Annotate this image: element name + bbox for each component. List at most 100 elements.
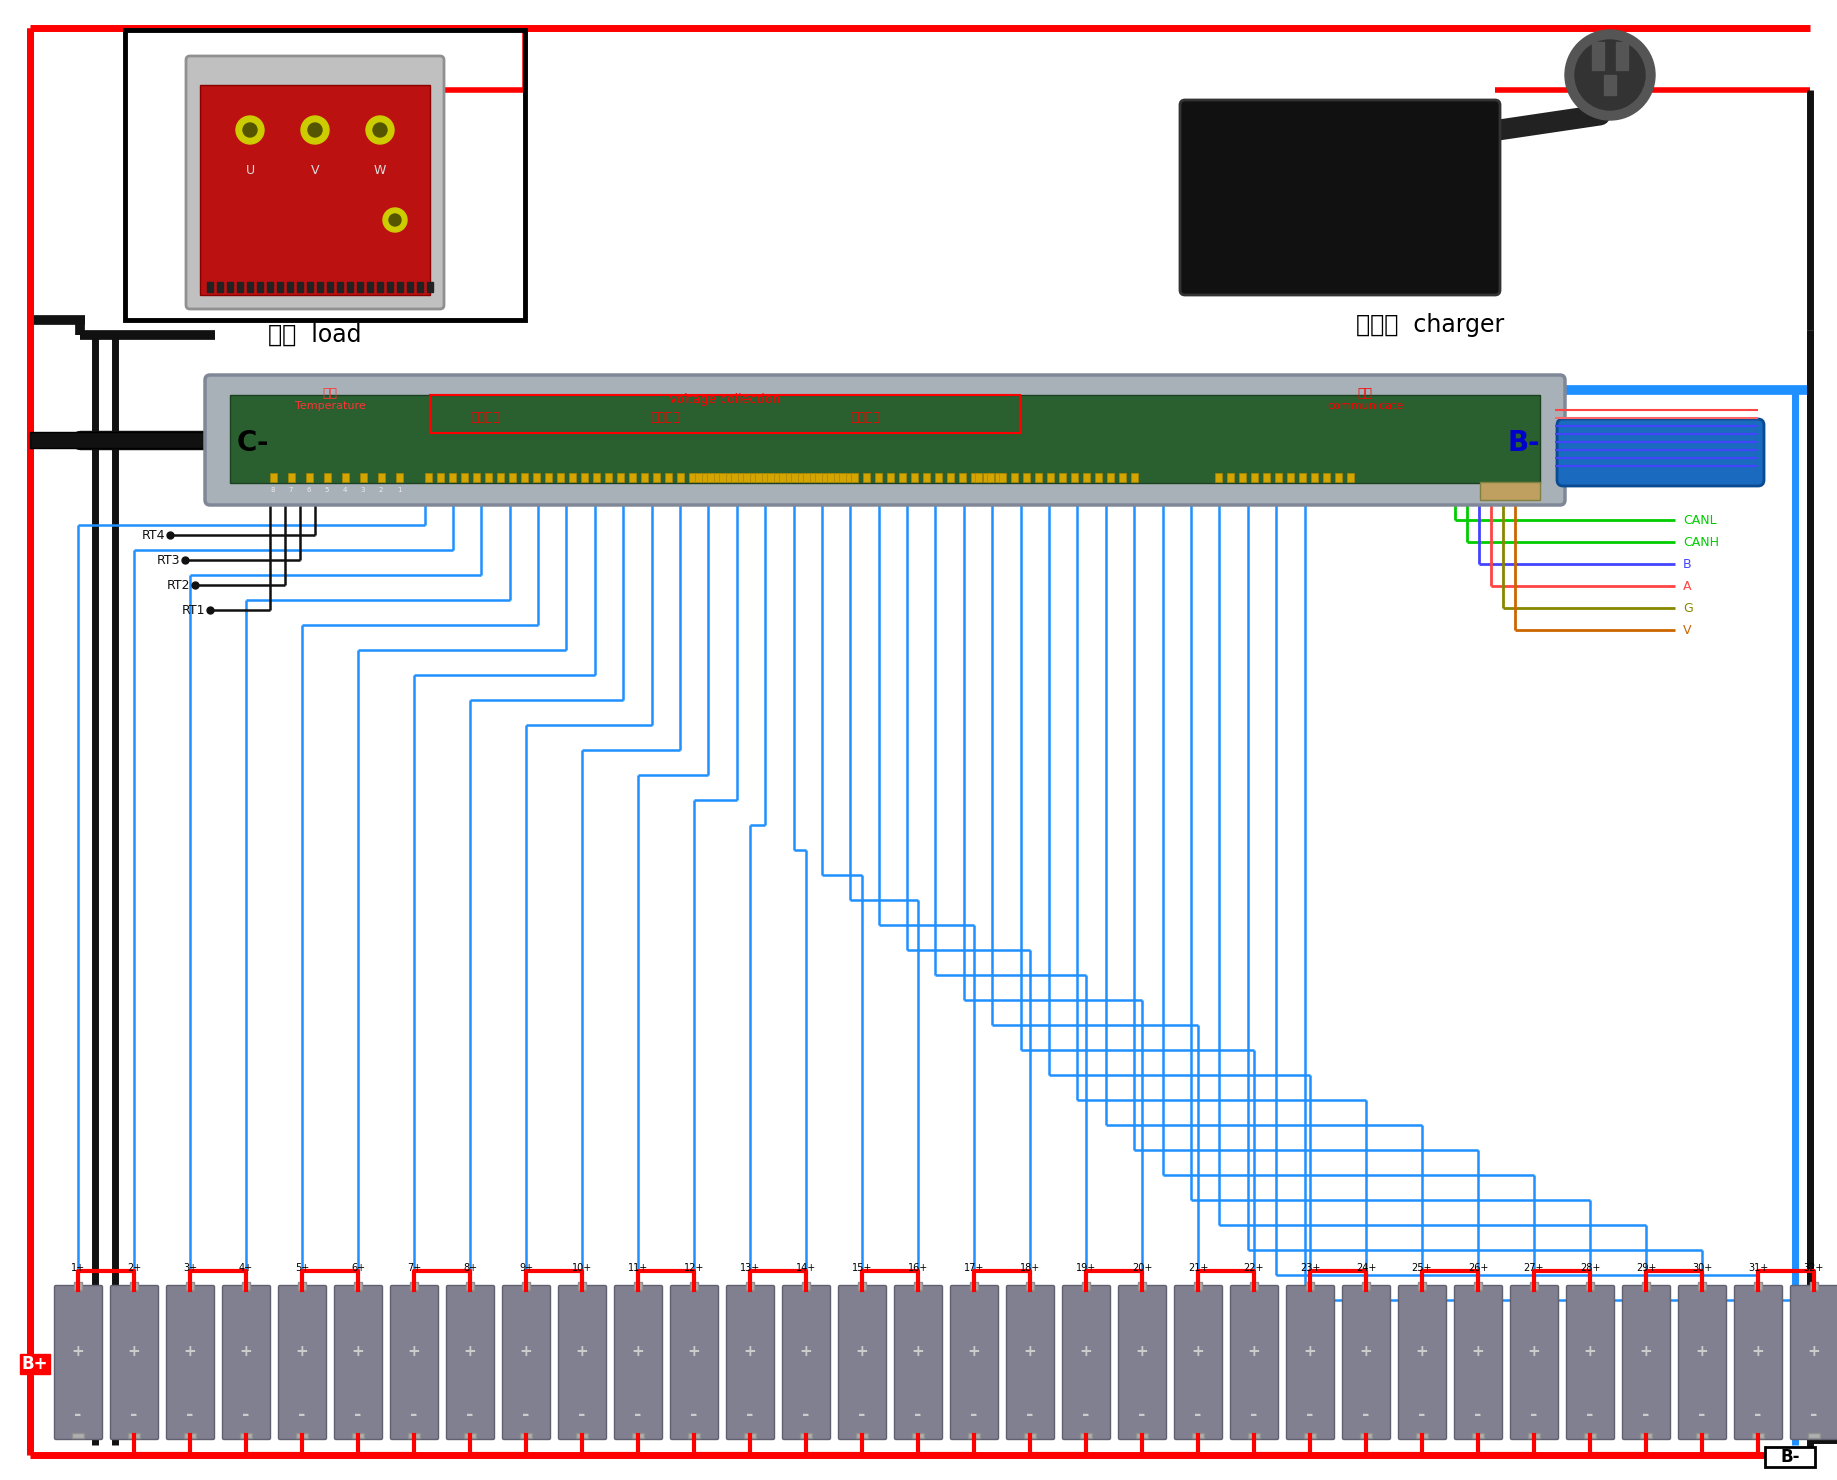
Circle shape [301,115,329,144]
Bar [577,1433,588,1439]
Text: +: + [1359,1344,1372,1360]
Bar [1194,1282,1201,1291]
Bar [1238,474,1245,482]
Bar [347,283,353,292]
Text: +: + [1135,1344,1148,1360]
FancyBboxPatch shape [1286,1286,1334,1440]
Text: -: - [1530,1406,1538,1424]
Bar [858,1282,865,1291]
Text: +: + [687,1344,700,1360]
FancyBboxPatch shape [1398,1286,1446,1440]
Text: +: + [184,1344,197,1360]
Circle shape [382,209,408,232]
Text: +: + [799,1344,812,1360]
Bar [1593,41,1604,70]
FancyBboxPatch shape [1679,1286,1727,1440]
Bar [898,474,906,482]
Text: -: - [467,1406,474,1424]
Bar [1275,474,1282,482]
Text: Temperature: Temperature [294,401,366,411]
Bar [579,1282,586,1291]
FancyBboxPatch shape [110,1286,158,1440]
Text: 1: 1 [397,487,400,493]
Bar [983,474,990,482]
FancyBboxPatch shape [186,56,445,309]
Text: -: - [242,1406,250,1424]
Bar [773,474,781,482]
Text: -: - [1194,1406,1201,1424]
Text: B-: B- [1780,1447,1800,1467]
Text: +: + [1471,1344,1484,1360]
Bar [689,1433,700,1439]
Circle shape [389,215,400,226]
Bar [424,474,432,482]
Bar [1084,474,1089,482]
Bar [792,474,797,482]
Text: W: W [373,163,386,176]
Bar [922,474,930,482]
Bar [125,30,525,320]
Text: -: - [1363,1406,1370,1424]
Text: communicate: communicate [1326,401,1403,411]
Bar [694,474,702,482]
Bar [1082,1282,1089,1291]
Bar [689,474,696,482]
Circle shape [1574,40,1644,110]
Bar [1528,1433,1539,1439]
Text: -: - [1027,1406,1034,1424]
FancyBboxPatch shape [1174,1286,1222,1440]
Bar [73,1282,83,1291]
Text: 5+: 5+ [296,1262,309,1273]
Text: 19+: 19+ [1076,1262,1097,1273]
Bar [948,474,953,482]
Bar [388,283,393,292]
Bar [652,474,659,482]
Text: +: + [1192,1344,1205,1360]
Bar [520,1433,533,1439]
Bar [856,1433,869,1439]
Bar [327,283,332,292]
Text: +: + [1808,1344,1820,1360]
Text: -: - [1418,1406,1426,1424]
Text: +: + [1752,1344,1764,1360]
Bar [970,1282,977,1291]
Text: C-: C- [237,429,270,457]
Bar [718,474,726,482]
Text: 4: 4 [344,487,347,493]
Text: -: - [746,1406,753,1424]
Text: 电压采集: 电压采集 [650,411,680,423]
Circle shape [235,115,265,144]
Text: 充电器  charger: 充电器 charger [1356,312,1505,337]
Bar [1808,1433,1820,1439]
Text: +: + [520,1344,533,1360]
Bar [1323,474,1330,482]
Bar [408,283,413,292]
Bar [1214,474,1222,482]
Bar [569,474,577,482]
Bar [726,474,731,482]
Text: +: + [1528,1344,1541,1360]
Bar [472,474,479,482]
Bar [1058,474,1065,482]
Bar [845,474,852,482]
Bar [228,283,233,292]
Text: -: - [1139,1406,1146,1424]
Bar [1312,474,1317,482]
Text: +: + [1696,1344,1708,1360]
Bar [307,283,312,292]
Bar [1304,1433,1315,1439]
Bar [1247,1433,1260,1439]
Bar [999,474,1007,482]
FancyBboxPatch shape [783,1286,830,1440]
Text: 12+: 12+ [683,1262,704,1273]
Bar [557,474,564,482]
Bar [1299,474,1306,482]
Bar [217,283,222,292]
Bar [298,1282,307,1291]
Bar [509,474,516,482]
Text: 7: 7 [288,487,294,493]
Text: 2+: 2+ [127,1262,141,1273]
Text: CANH: CANH [1683,536,1719,549]
Text: 14+: 14+ [795,1262,816,1273]
FancyBboxPatch shape [1062,1286,1111,1440]
